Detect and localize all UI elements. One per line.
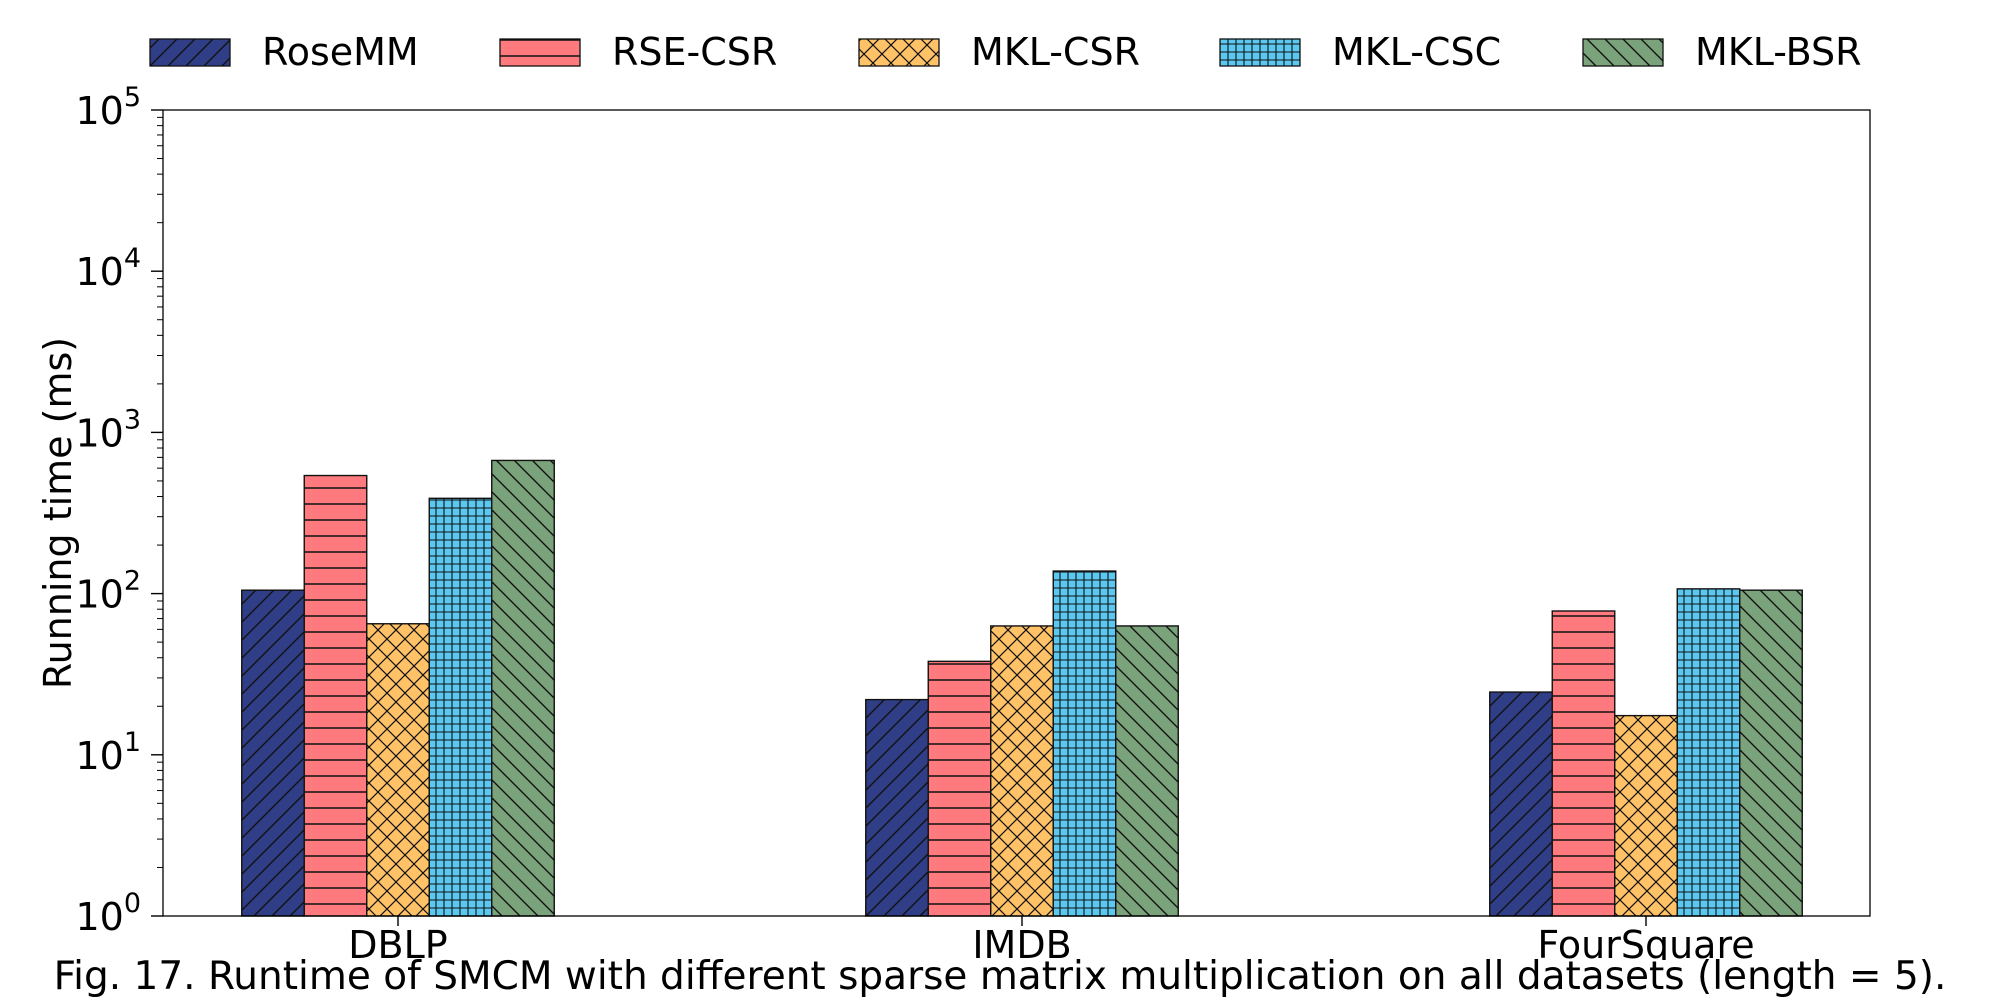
x-tick-label: DBLP <box>348 923 447 960</box>
figure-caption: Fig. 17. Runtime of SMCM with different … <box>53 954 1947 999</box>
y-tick-label: 101 <box>75 727 141 778</box>
bars-group <box>241 459 1803 917</box>
y-tick-label: 104 <box>75 243 141 294</box>
legend-swatch <box>1582 38 1664 67</box>
legend-swatch <box>499 38 581 67</box>
legend-item-mkl-csr: MKL-CSR <box>858 30 1140 74</box>
legend-swatch <box>1219 38 1301 67</box>
bar-mkl-bsr-dblp <box>491 459 555 917</box>
bar-mkl-csr-imdb <box>990 625 1054 917</box>
y-tick-label: 105 <box>75 82 141 133</box>
bar-rse-csr-imdb <box>927 660 992 917</box>
legend-label: MKL-BSR <box>1695 30 1862 74</box>
legend-label: RSE-CSR <box>612 30 777 74</box>
x-tick-label: IMDB <box>972 923 1071 960</box>
legend-item-mkl-bsr: MKL-BSR <box>1582 30 1862 74</box>
legend-item-rse-csr: RSE-CSR <box>499 30 777 74</box>
runtime-bar-chart: RoseMM RSE-CSR MKL-CSR MKL-CSC MKL-BSR 10010… <box>36 30 1871 960</box>
y-axis-label: Running time (ms) <box>36 337 80 689</box>
y-tick-label: 100 <box>75 888 141 939</box>
y-tick-label: 103 <box>75 404 141 455</box>
bar-rse-csr-dblp <box>303 474 368 917</box>
bar-mkl-csc-imdb <box>1052 570 1117 917</box>
x-axis: DBLP IMDB FourSquare <box>348 916 1755 960</box>
legend-item-mkl-csc: MKL-CSC <box>1219 30 1501 74</box>
legend-label: RoseMM <box>262 30 419 74</box>
bar-mkl-csr-dblp <box>366 623 430 917</box>
bar-mkl-csc-foursquare <box>1676 588 1741 917</box>
y-tick-label: 102 <box>75 566 141 617</box>
legend-swatch <box>858 38 940 67</box>
bar-mkl-bsr-foursquare <box>1739 589 1803 917</box>
legend: RoseMM RSE-CSR MKL-CSR MKL-CSC MKL-BSR <box>149 30 1862 74</box>
legend-label: MKL-CSC <box>1332 30 1501 74</box>
bar-rosemm-imdb <box>865 698 929 917</box>
bar-mkl-csr-foursquare <box>1614 714 1678 917</box>
bar-mkl-csc-dblp <box>428 497 493 917</box>
legend-label: MKL-CSR <box>971 30 1140 74</box>
bar-rosemm-dblp <box>241 589 305 917</box>
bar-mkl-bsr-imdb <box>1115 625 1179 917</box>
x-tick-label: FourSquare <box>1537 923 1754 960</box>
bar-rse-csr-foursquare <box>1551 610 1616 917</box>
legend-swatch <box>149 38 231 67</box>
bar-rosemm-foursquare <box>1489 691 1553 917</box>
legend-item-rosemm: RoseMM <box>149 30 419 74</box>
y-axis: 100 101 102 103 104 105 <box>75 82 163 939</box>
plot-frame <box>162 109 1871 917</box>
